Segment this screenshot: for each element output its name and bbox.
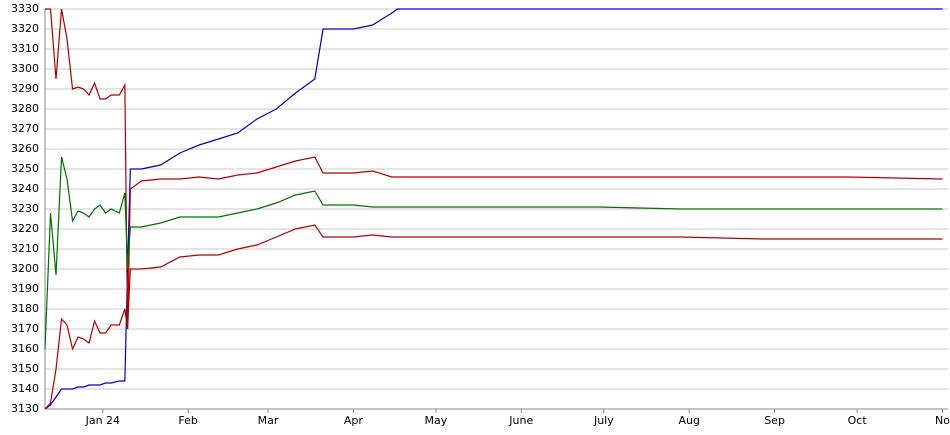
x-tick-label: Apr bbox=[344, 414, 364, 427]
y-tick-label: 3160 bbox=[11, 342, 39, 355]
y-tick-label: 3290 bbox=[11, 82, 39, 95]
x-tick-label: May bbox=[425, 414, 448, 427]
y-tick-label: 3210 bbox=[11, 242, 39, 255]
y-tick-label: 3190 bbox=[11, 282, 39, 295]
y-tick-label: 3310 bbox=[11, 42, 39, 55]
y-tick-label: 3240 bbox=[11, 182, 39, 195]
y-tick-label: 3180 bbox=[11, 302, 39, 315]
series-line bbox=[44, 8, 943, 410]
series-line bbox=[45, 8, 943, 330]
y-tick-label: 3330 bbox=[11, 2, 39, 15]
y-tick-label: 3170 bbox=[11, 322, 39, 335]
x-tick-label: July bbox=[593, 414, 614, 427]
y-tick-label: 3320 bbox=[11, 22, 39, 35]
x-tick-label: Jan 24 bbox=[85, 414, 120, 427]
x-tick-label: Oct bbox=[848, 414, 868, 427]
x-tick-label: June bbox=[508, 414, 533, 427]
y-tick-label: 3260 bbox=[11, 142, 39, 155]
y-tick-label: 3300 bbox=[11, 62, 39, 75]
y-tick-label: 3230 bbox=[11, 202, 39, 215]
y-tick-label: 3130 bbox=[11, 402, 39, 415]
x-tick-label: Mar bbox=[258, 414, 279, 427]
y-tick-label: 3220 bbox=[11, 222, 39, 235]
x-tick-label: Sep bbox=[764, 414, 785, 427]
x-tick-label: Feb bbox=[178, 414, 197, 427]
series-line bbox=[44, 156, 943, 350]
y-tick-label: 3200 bbox=[11, 262, 39, 275]
x-tick-label: No bbox=[935, 414, 950, 427]
y-tick-label: 3280 bbox=[11, 102, 39, 115]
y-tick-label: 3250 bbox=[11, 162, 39, 175]
x-tick-label: Aug bbox=[678, 414, 699, 427]
y-tick-label: 3150 bbox=[11, 362, 39, 375]
y-tick-label: 3140 bbox=[11, 382, 39, 395]
series-line bbox=[44, 224, 943, 410]
y-tick-label: 3270 bbox=[11, 122, 39, 135]
